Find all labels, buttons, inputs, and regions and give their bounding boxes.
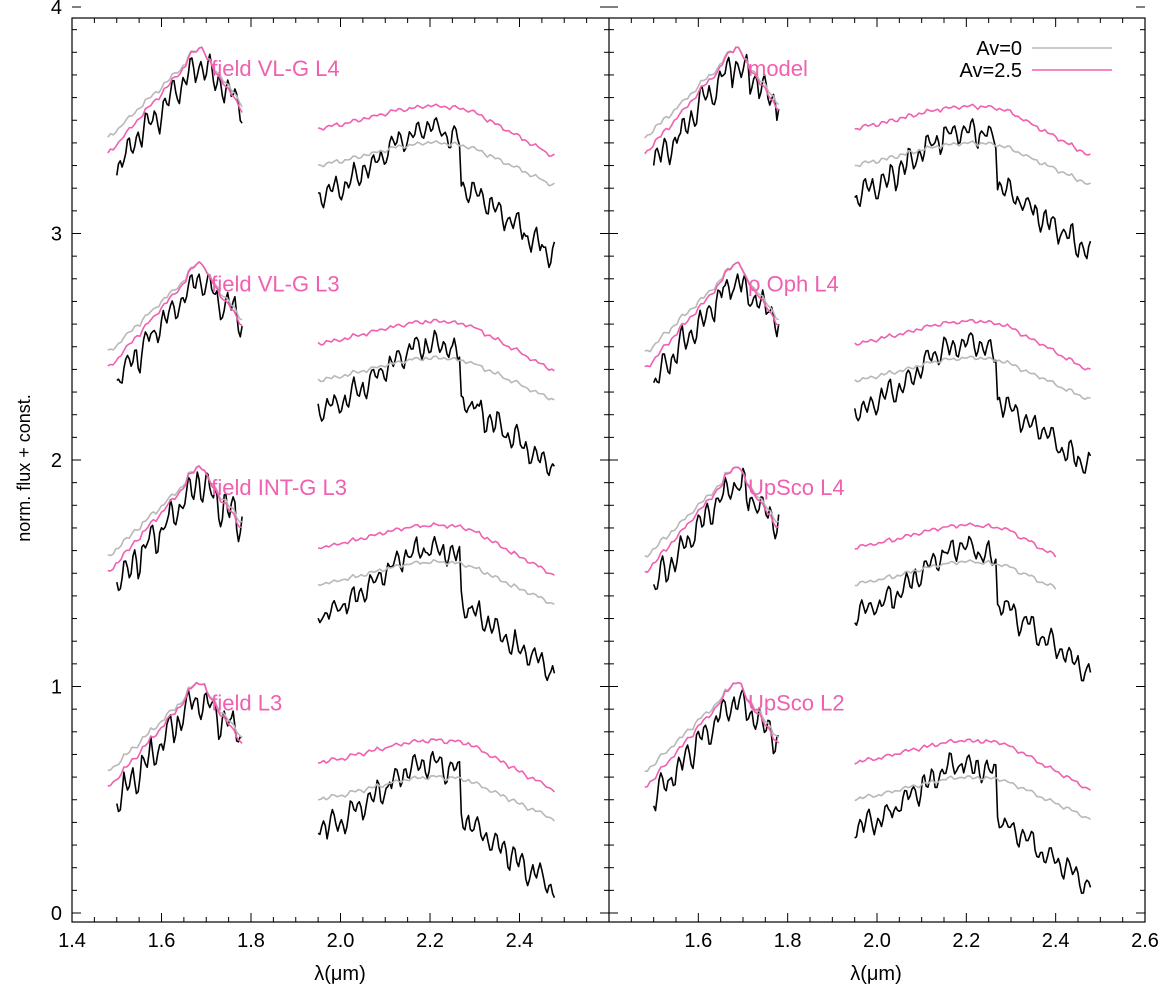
- legend-label-av0: Av=0: [976, 38, 1022, 60]
- av25-spectrum-k: [854, 318, 1091, 371]
- axis-ticks: 0 1 2 3 4 1.4 1.6 1.8 2.0 2.2 2.4 1.6 1.8 2.0 2.2 2.4 2.…: [51, 0, 1159, 952]
- av25-spectrum-k: [317, 738, 555, 793]
- observed-spectrum-k: [317, 117, 556, 269]
- observed-spectrum-k: [317, 750, 556, 899]
- y-tick-label: 3: [51, 224, 62, 246]
- av25-spectrum-k: [854, 522, 1057, 558]
- observed-spectrum-k: [317, 535, 556, 682]
- av25-spectrum-k: [317, 103, 555, 157]
- y-tick-label: 1: [51, 677, 62, 699]
- observed-spectrum-k: [854, 535, 1092, 682]
- av25-spectrum-h: [644, 46, 780, 155]
- av0-spectrum-k: [317, 355, 555, 401]
- observed-spectrum-k: [853, 332, 1092, 474]
- x-tick-label: 1.4: [58, 930, 86, 952]
- av0-spectrum-h: [107, 261, 243, 351]
- av0-spectrum-k: [854, 355, 1091, 401]
- legend: Av=0 Av=2.5: [960, 38, 1112, 82]
- spectrum-label: field VL-G L4: [211, 56, 339, 81]
- av0-spectrum-k: [317, 140, 555, 187]
- av25-spectrum-h: [107, 681, 243, 788]
- observed-spectrum-h: [116, 471, 243, 592]
- av25-spectrum-h: [107, 465, 243, 572]
- av0-spectrum-h: [107, 681, 243, 772]
- x-tick-label: 2.4: [506, 930, 534, 952]
- x-tick-label: 2.2: [952, 930, 980, 952]
- spectrum-label: field VL-G L3: [211, 271, 339, 296]
- x-tick-label: 1.8: [237, 930, 265, 952]
- av0-spectrum-h: [644, 681, 780, 772]
- av25-spectrum-h: [644, 466, 779, 573]
- spectrum-label: field L3: [211, 690, 282, 715]
- observed-spectrum-h: [652, 273, 780, 384]
- x-tick-label: 2.4: [1042, 930, 1070, 952]
- x-tick-label: 1.8: [774, 930, 802, 952]
- x-tick-label: 1.6: [148, 930, 176, 952]
- observed-spectrum-h: [652, 688, 779, 812]
- av0-spectrum-h: [107, 46, 243, 138]
- spectrum-labels: field VL-G L4 field VL-G L3 field INT-G L3…: [211, 56, 844, 715]
- x-tick-label: 1.6: [684, 930, 712, 952]
- spectrum-label: UpSco L4: [748, 475, 845, 500]
- av0-spectrum-k: [854, 140, 1091, 185]
- av0-spectrum-k: [854, 559, 1057, 590]
- spectrum-label: field INT-G L3: [211, 475, 347, 500]
- observed-spectrum-h: [652, 467, 780, 591]
- spectra-lines: [107, 46, 1092, 899]
- spectrum-label: ρ Oph L4: [748, 271, 839, 296]
- av0-spectrum-k: [317, 775, 555, 822]
- av0-spectrum-k: [317, 558, 555, 606]
- observed-spectrum-k: [317, 329, 556, 477]
- x-axis-label-right: λ(μm): [850, 963, 902, 985]
- legend-label-av25: Av=2.5: [960, 60, 1022, 82]
- y-tick-label: 0: [51, 903, 62, 925]
- av25-spectrum-k: [854, 103, 1091, 156]
- av25-spectrum-k: [317, 522, 555, 576]
- av0-spectrum-h: [644, 261, 779, 353]
- x-tick-label: 2.0: [327, 930, 355, 952]
- av25-spectrum-k: [854, 738, 1091, 791]
- observed-spectrum-h: [116, 53, 243, 176]
- av25-spectrum-h: [107, 46, 243, 154]
- av0-spectrum-h: [644, 46, 780, 139]
- x-tick-label: 2.6: [1131, 930, 1159, 952]
- observed-spectrum-k: [854, 118, 1092, 260]
- observed-spectrum-h: [116, 689, 243, 813]
- observed-spectrum-h: [116, 273, 243, 384]
- y-tick-label: 4: [51, 0, 62, 19]
- x-axis-label-left: λ(μm): [314, 963, 366, 985]
- av0-spectrum-h: [107, 465, 243, 557]
- av25-spectrum-k: [317, 318, 555, 372]
- spectrum-label: model: [748, 56, 808, 81]
- av25-spectrum-h: [644, 261, 780, 368]
- av25-spectrum-h: [107, 261, 243, 367]
- observed-spectrum-h: [652, 53, 780, 166]
- av0-spectrum-h: [644, 466, 779, 558]
- y-axis-label: norm. flux + const.: [14, 394, 34, 542]
- spectrum-label: UpSco L2: [748, 690, 845, 715]
- av0-spectrum-k: [854, 775, 1091, 820]
- x-tick-label: 2.2: [416, 930, 444, 952]
- y-tick-label: 2: [51, 450, 62, 472]
- observed-spectrum-k: [854, 752, 1092, 894]
- x-tick-label: 2.0: [863, 930, 891, 952]
- av25-spectrum-h: [644, 681, 780, 788]
